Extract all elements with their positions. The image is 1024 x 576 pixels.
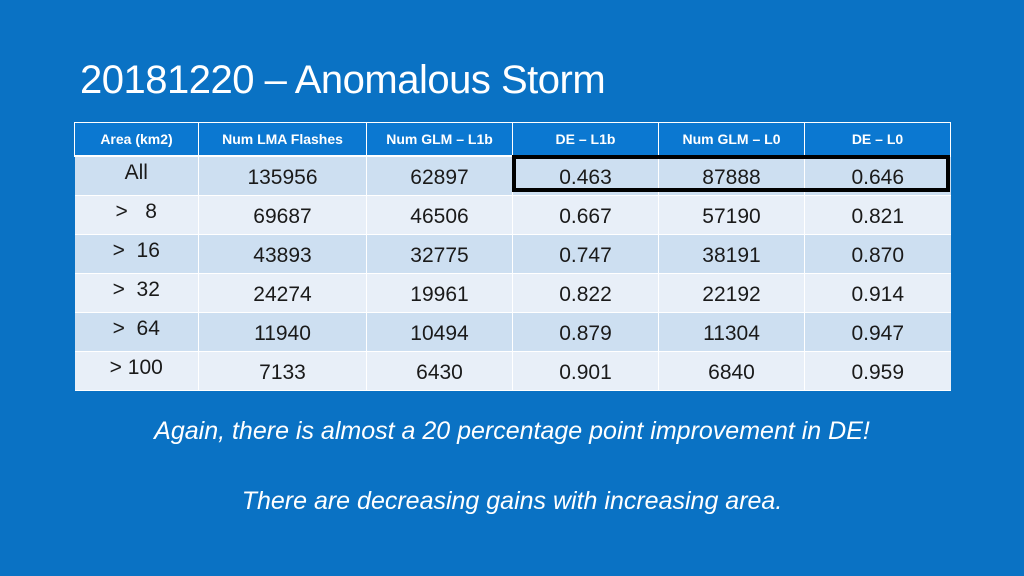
cell-de-l1b: 0.463 <box>512 156 659 196</box>
cell-de-l0: 0.959 <box>804 351 951 391</box>
cell-num-glm-l0: 57190 <box>658 195 805 235</box>
cell-num-lma-flashes: 24274 <box>198 273 367 313</box>
cell-num-glm-l0: 6840 <box>658 351 805 391</box>
header-num-lma-flashes: Num LMA Flashes <box>198 122 367 157</box>
cell-num-lma-flashes: 7133 <box>198 351 367 391</box>
cell-num-glm-l0: 22192 <box>658 273 805 313</box>
cell-num-lma-flashes: 135956 <box>198 156 367 196</box>
cell-de-l0: 0.821 <box>804 195 951 235</box>
slide-title: 20181220 – Anomalous Storm <box>80 58 606 102</box>
cell-de-l1b: 0.901 <box>512 351 659 391</box>
cell-area: > 16 <box>74 234 199 274</box>
cell-area: > 32 <box>74 273 199 313</box>
table-row: > 64 11940 10494 0.879 11304 0.947 <box>74 312 951 352</box>
cell-area: > 100 <box>74 351 199 391</box>
table-row: > 16 43893 32775 0.747 38191 0.870 <box>74 234 951 274</box>
cell-num-glm-l0: 38191 <box>658 234 805 274</box>
cell-num-glm-l0: 11304 <box>658 312 805 352</box>
table-row: > 8 69687 46506 0.667 57190 0.821 <box>74 195 951 235</box>
header-num-glm-l0: Num GLM – L0 <box>658 122 805 157</box>
caption-improvement: Again, there is almost a 20 percentage p… <box>154 417 870 445</box>
cell-num-lma-flashes: 69687 <box>198 195 367 235</box>
cell-num-lma-flashes: 43893 <box>198 234 367 274</box>
caption-decreasing-gains: There are decreasing gains with increasi… <box>241 487 783 515</box>
cell-de-l1b: 0.822 <box>512 273 659 313</box>
header-de-l0: DE – L0 <box>804 122 951 157</box>
cell-area: > 64 <box>74 312 199 352</box>
cell-num-glm-l1b: 10494 <box>366 312 513 352</box>
header-num-glm-l1b: Num GLM – L1b <box>366 122 513 157</box>
header-area: Area (km2) <box>74 122 199 157</box>
cell-num-glm-l1b: 6430 <box>366 351 513 391</box>
cell-de-l0: 0.646 <box>804 156 951 196</box>
cell-de-l0: 0.914 <box>804 273 951 313</box>
cell-num-glm-l1b: 62897 <box>366 156 513 196</box>
table-row: All 135956 62897 0.463 87888 0.646 <box>74 156 951 196</box>
cell-num-lma-flashes: 11940 <box>198 312 367 352</box>
cell-num-glm-l1b: 46506 <box>366 195 513 235</box>
table-header-row: Area (km2) Num LMA Flashes Num GLM – L1b… <box>74 122 951 157</box>
cell-de-l1b: 0.667 <box>512 195 659 235</box>
cell-de-l0: 0.870 <box>804 234 951 274</box>
cell-area: > 8 <box>74 195 199 235</box>
cell-de-l1b: 0.879 <box>512 312 659 352</box>
table-row: > 32 24274 19961 0.822 22192 0.914 <box>74 273 951 313</box>
cell-de-l1b: 0.747 <box>512 234 659 274</box>
cell-num-glm-l0: 87888 <box>658 156 805 196</box>
table-row: > 100 7133 6430 0.901 6840 0.959 <box>74 351 951 391</box>
cell-area: All <box>74 156 199 196</box>
data-table: Area (km2) Num LMA Flashes Num GLM – L1b… <box>74 122 951 391</box>
header-de-l1b: DE – L1b <box>512 122 659 157</box>
cell-de-l0: 0.947 <box>804 312 951 352</box>
cell-num-glm-l1b: 32775 <box>366 234 513 274</box>
data-table-container: Area (km2) Num LMA Flashes Num GLM – L1b… <box>74 122 951 391</box>
cell-num-glm-l1b: 19961 <box>366 273 513 313</box>
